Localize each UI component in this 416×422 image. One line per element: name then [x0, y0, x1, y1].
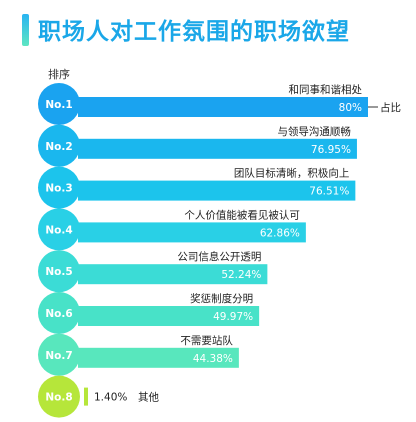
- bar: [78, 347, 239, 368]
- bar: [78, 97, 368, 117]
- rank-badge-label: No.2: [45, 141, 72, 153]
- bar-category-label: 公司信息公开透明: [177, 250, 261, 263]
- rank-badge: [38, 166, 80, 209]
- rank-badge: [38, 292, 80, 334]
- rank-header: 排序: [48, 68, 70, 81]
- page-title: 职场人对工作氛围的职场欲望: [38, 19, 350, 45]
- rank-badge-label: No.5: [45, 266, 72, 278]
- rank-badge-label: No.7: [45, 350, 72, 362]
- bar-value-label: 1.40%: [94, 392, 127, 404]
- bar-value-label: 62.86%: [260, 227, 300, 239]
- rank-badge-label: No.4: [45, 224, 72, 236]
- rank-badge: [38, 124, 80, 167]
- bar-category-label: 奖惩制度分明: [190, 292, 253, 305]
- bar-value-label: 76.95%: [311, 144, 351, 156]
- bar: [78, 180, 356, 201]
- rank-badge: [38, 250, 80, 293]
- bar: [84, 387, 88, 406]
- rank-badge-label: No.3: [45, 183, 72, 195]
- bar: [78, 138, 357, 159]
- rank-badge-label: No.8: [45, 392, 72, 404]
- bar-category-label: 其他: [138, 391, 159, 404]
- rank-badge-label: No.6: [45, 308, 72, 320]
- bar-category-label: 不需要站队: [180, 334, 233, 347]
- bar-category-label: 个人价值能被看见被认可: [184, 208, 300, 221]
- bar-category-label: 和同事和谐相处: [289, 83, 363, 96]
- bar-value-label: 76.51%: [309, 186, 349, 198]
- share-callout-label: 占比: [380, 101, 401, 114]
- bar-value-label: 52.24%: [221, 269, 261, 281]
- bar-value-label: 49.97%: [213, 311, 253, 323]
- bar-category-label: 与领导沟通顺畅: [277, 125, 351, 138]
- bar: [78, 306, 260, 326]
- rank-badge: [38, 208, 80, 251]
- bar: [78, 264, 268, 285]
- bar-value-label: 80%: [339, 102, 362, 114]
- rank-badge-label: No.1: [45, 99, 72, 111]
- bar-category-label: 团队目标清晰，积极向上: [234, 167, 350, 180]
- rank-badge: [38, 333, 80, 376]
- bar-value-label: 44.38%: [193, 353, 233, 365]
- rank-badge: [38, 375, 80, 418]
- rank-badge: [38, 83, 80, 125]
- bar: [78, 222, 306, 243]
- title-accent-bar: [22, 14, 29, 46]
